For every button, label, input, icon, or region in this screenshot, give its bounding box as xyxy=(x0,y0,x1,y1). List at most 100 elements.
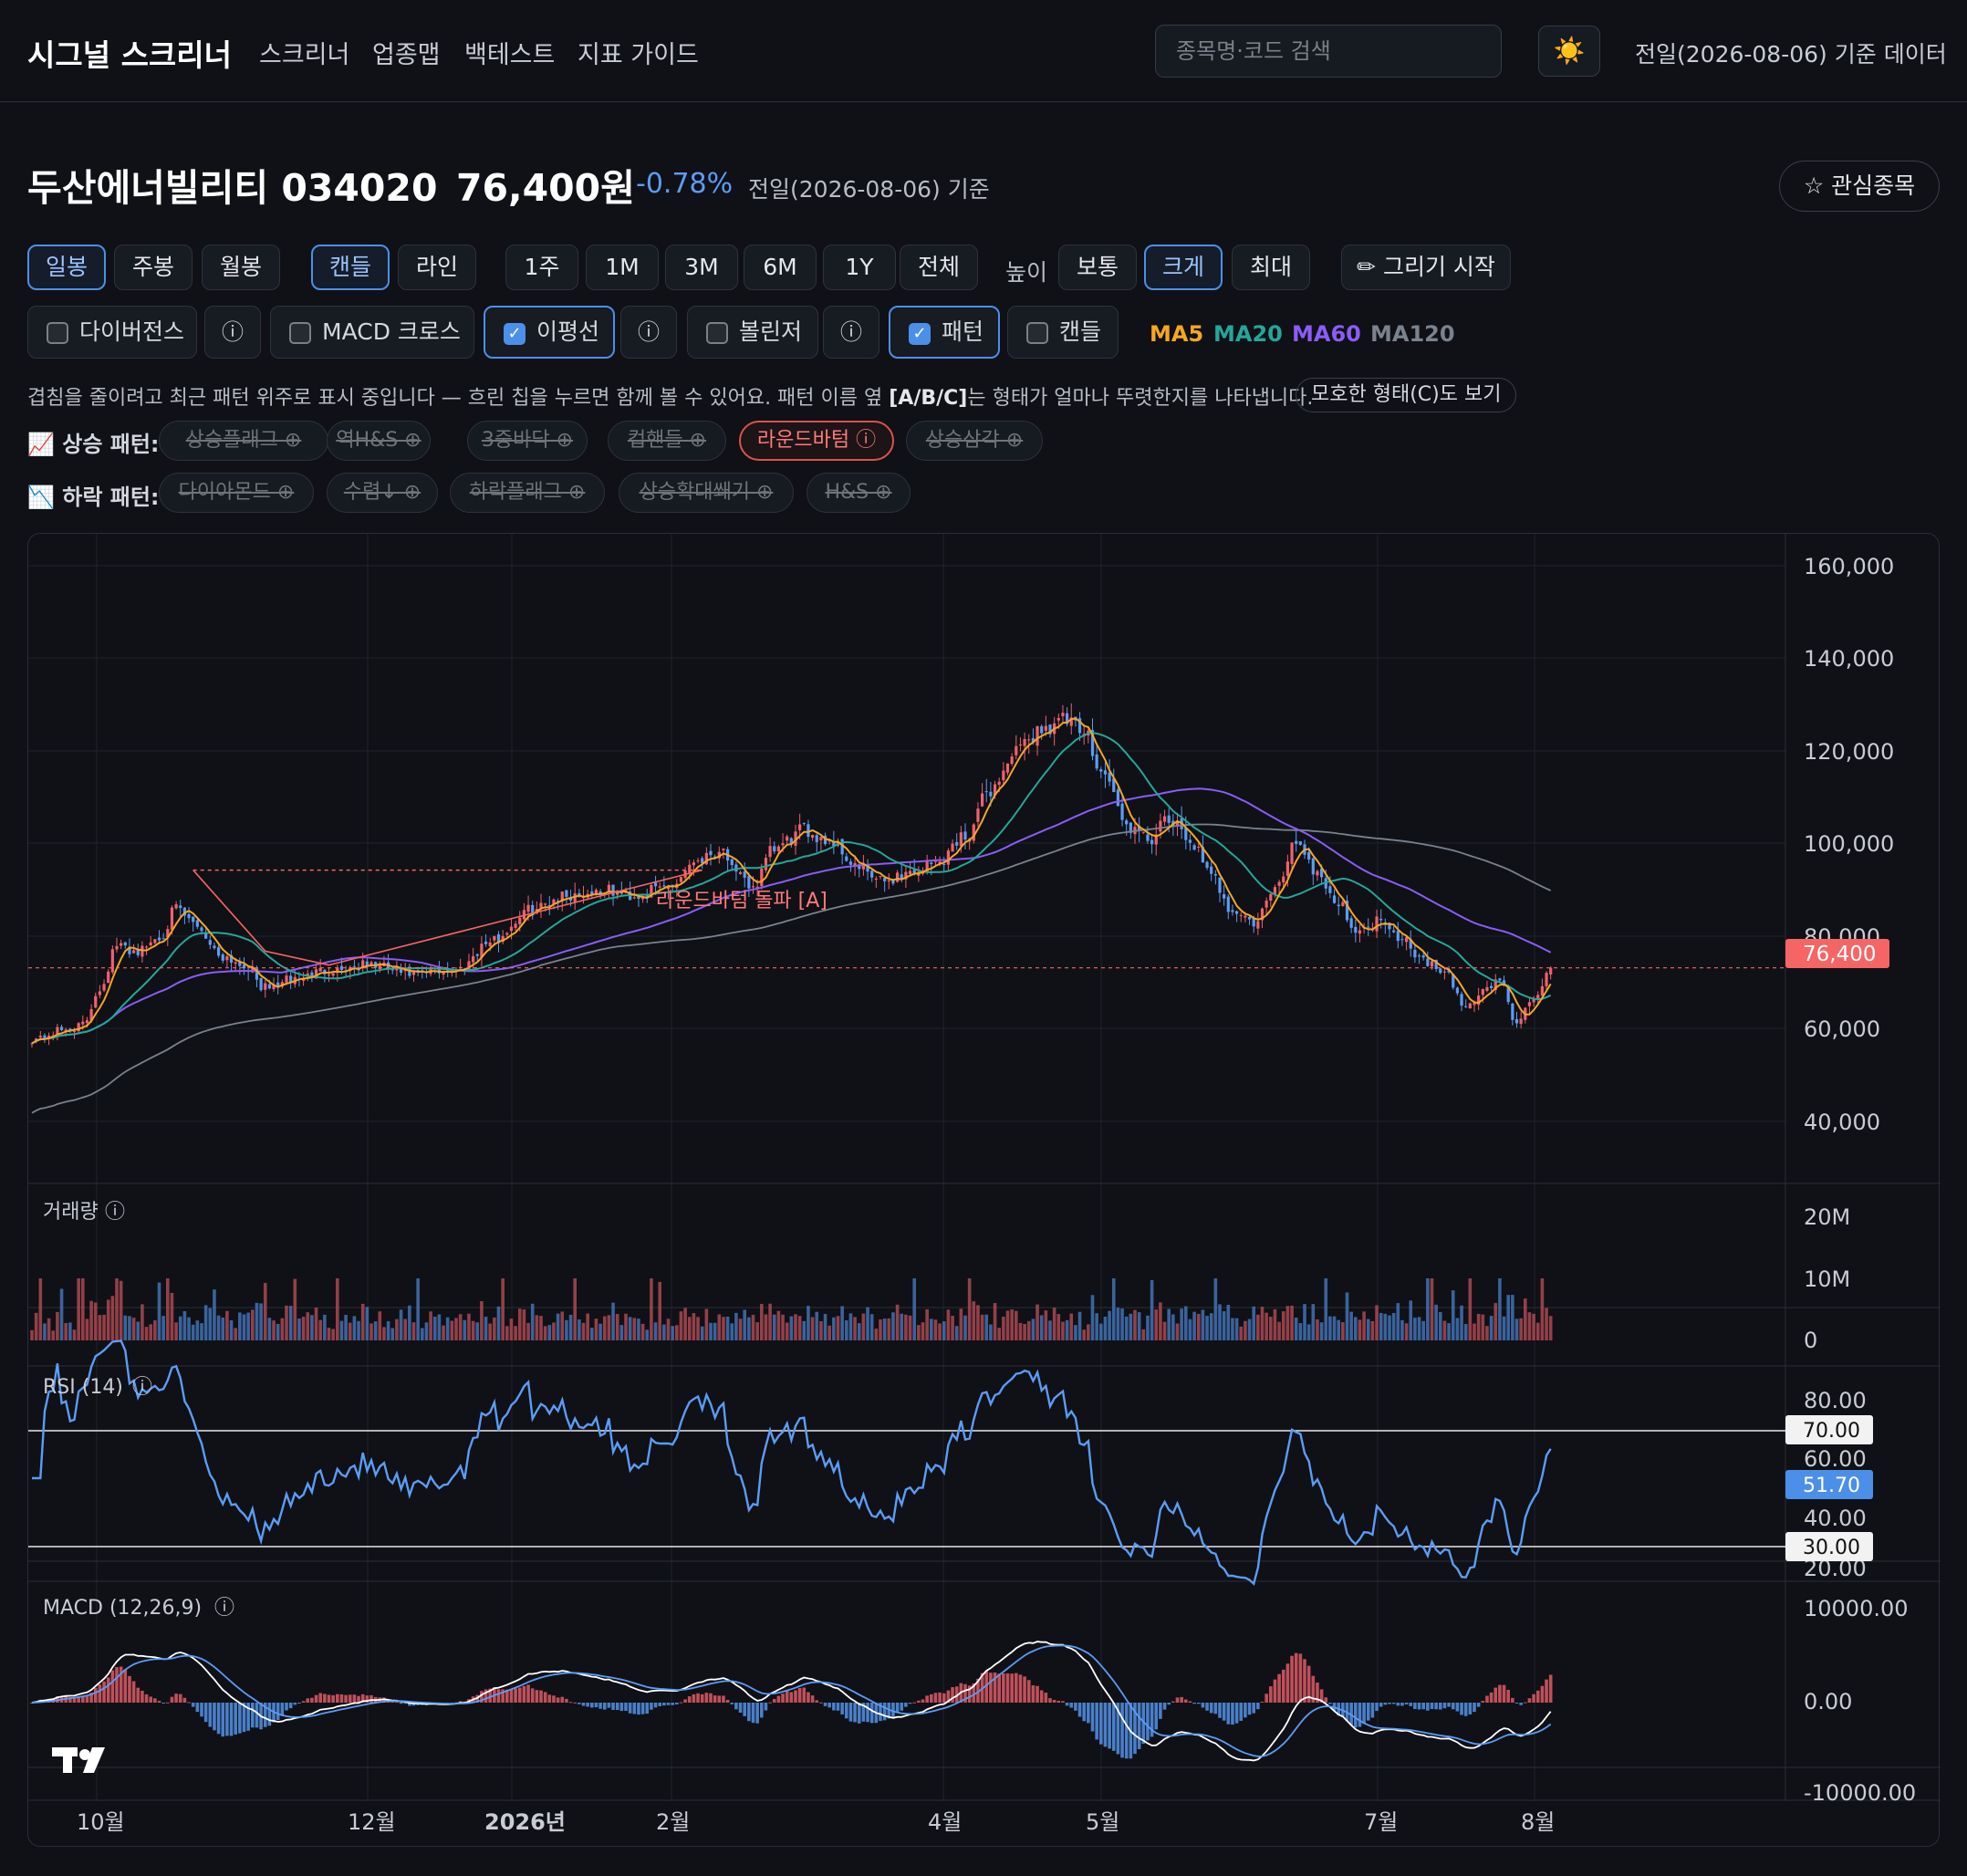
volume-bar xyxy=(984,1314,989,1340)
volume-bar xyxy=(276,1323,280,1340)
macd-histogram-bar xyxy=(581,1703,586,1706)
pattern-chip-bull-flag[interactable]: 상승플래그 ⊕ xyxy=(159,421,328,461)
candle-body xyxy=(369,962,373,965)
range-1w-button[interactable]: 1주 xyxy=(505,245,578,290)
macd-histogram-bar xyxy=(331,1694,335,1703)
macd-histogram-bar xyxy=(637,1703,640,1715)
macd-histogram-bar xyxy=(1196,1703,1201,1704)
candle-body xyxy=(1405,937,1409,943)
volume-bar xyxy=(225,1310,229,1340)
price-axis-tick: 100,000 xyxy=(1804,831,1894,857)
pattern-chip-ascending-triangle[interactable]: 상승삼각 ⊕ xyxy=(906,421,1043,461)
candle-body xyxy=(1095,754,1098,769)
range-3m-button[interactable]: 3M xyxy=(665,245,738,290)
toggle-candle[interactable]: 캔들 xyxy=(1007,306,1119,359)
volume-bar xyxy=(1231,1318,1234,1340)
pattern-chip-diamond[interactable]: 다이아몬드 ⊕ xyxy=(159,473,314,513)
chart-canvas[interactable]: 160,000 140,000 120,000 100,000 80,000 6… xyxy=(28,534,1941,1848)
volume-bar xyxy=(352,1316,357,1340)
nav-link-screener[interactable]: 스크리너 xyxy=(259,41,350,69)
pattern-chip-rising-wedge[interactable]: 상승확대쐐기 ⊕ xyxy=(619,473,794,513)
height-normal-button[interactable]: 보통 xyxy=(1058,245,1137,290)
macd-histogram-bar xyxy=(1133,1703,1137,1755)
pattern-chip-cup-handle[interactable]: 컵핸들 ⊕ xyxy=(608,421,726,461)
candle-body xyxy=(861,862,865,870)
nav-link-indicator-guide[interactable]: 지표 가이드 xyxy=(578,41,699,69)
checkbox-checked-icon: ✓ xyxy=(909,323,931,345)
pattern-chip-bear-flag[interactable]: 하락플래그 ⊕ xyxy=(450,473,605,513)
volume-bar xyxy=(1264,1312,1268,1340)
toggle-moving-average[interactable]: ✓ 이평선 xyxy=(484,306,615,359)
volume-bar xyxy=(1442,1320,1447,1340)
range-6m-button[interactable]: 6M xyxy=(744,245,817,290)
moving-average-info-icon[interactable]: ⓘ xyxy=(620,306,677,359)
candle-body xyxy=(1010,756,1014,765)
macd-histogram-bar xyxy=(1150,1703,1154,1737)
pattern-chip-head-shoulders[interactable]: H&S ⊕ xyxy=(807,473,911,513)
period-monthly-button[interactable]: 월봉 xyxy=(202,245,280,290)
candle-body xyxy=(722,849,725,850)
candle-body xyxy=(1077,718,1082,734)
theme-toggle-sun-icon[interactable]: ☀️ xyxy=(1538,26,1600,77)
candle-body xyxy=(959,832,963,847)
candle-body xyxy=(1099,769,1103,772)
search-input[interactable] xyxy=(1155,25,1502,78)
volume-bar xyxy=(704,1308,709,1340)
volume-bar xyxy=(1345,1292,1349,1340)
volume-bar xyxy=(34,1312,38,1340)
candle-body xyxy=(891,879,895,884)
divergence-info-icon[interactable]: ⓘ xyxy=(204,306,261,359)
volume-bar xyxy=(1328,1316,1332,1340)
toggle-pattern[interactable]: ✓ 패턴 xyxy=(889,306,1000,359)
macd-histogram-bar xyxy=(594,1703,598,1708)
macd-histogram-bar xyxy=(1502,1684,1506,1703)
draw-start-button[interactable]: ✏ 그리기 시작 xyxy=(1341,245,1511,290)
rsi-info-icon[interactable]: ⓘ xyxy=(132,1376,152,1399)
macd-histogram-bar xyxy=(1476,1703,1481,1707)
volume-bar xyxy=(424,1322,429,1340)
macd-histogram-bar xyxy=(276,1703,280,1721)
range-all-button[interactable]: 전체 xyxy=(900,245,978,290)
pattern-chip-converging-down[interactable]: 수렴↓ ⊕ xyxy=(327,473,438,513)
macd-histogram-bar xyxy=(848,1703,853,1722)
brand-logo[interactable]: 시그널 스크리너 xyxy=(27,37,233,73)
bollinger-info-icon[interactable]: ⓘ xyxy=(823,306,879,359)
pattern-chip-triple-bottom[interactable]: 3중바닥 ⊕ xyxy=(467,421,588,461)
range-1m-button[interactable]: 1M xyxy=(586,245,659,290)
candle-body xyxy=(1125,820,1129,825)
period-daily-button[interactable]: 일봉 xyxy=(27,245,106,290)
pattern-chip-rounding-bottom[interactable]: 라운드바텀 ⓘ xyxy=(739,421,894,461)
volume-bar xyxy=(1111,1278,1116,1340)
candle-body xyxy=(1231,910,1234,912)
toggle-macd-cross[interactable]: MACD 크로스 xyxy=(270,306,474,359)
toggle-bollinger[interactable]: 볼린저 xyxy=(687,306,818,359)
chart-type-line-button[interactable]: 라인 xyxy=(398,245,476,290)
show-ambiguous-button[interactable]: 모호한 형태(C)도 보기 xyxy=(1296,378,1517,412)
height-large-button[interactable]: 크게 xyxy=(1144,245,1223,290)
volume-bar xyxy=(339,1320,344,1340)
favorite-button[interactable]: ☆ 관심종목 xyxy=(1779,161,1940,212)
macd-histogram-bar xyxy=(1099,1703,1103,1745)
toggle-divergence[interactable]: 다이버전스 xyxy=(27,306,197,359)
volume-bar xyxy=(323,1314,327,1340)
volume-bar xyxy=(797,1316,802,1340)
nav-link-sector-map[interactable]: 업종맵 xyxy=(372,41,441,69)
height-max-button[interactable]: 최대 xyxy=(1232,245,1310,290)
nav-link-backtest[interactable]: 백테스트 xyxy=(464,41,556,69)
stock-chart[interactable]: 160,000 140,000 120,000 100,000 80,000 6… xyxy=(27,533,1941,1848)
candle-body xyxy=(1150,839,1154,845)
candle-body xyxy=(450,970,453,972)
macd-histogram-bar xyxy=(1463,1703,1468,1716)
candle-body xyxy=(1167,815,1171,823)
volume-bar xyxy=(1260,1307,1264,1340)
candle-body xyxy=(1367,926,1370,928)
pattern-chip-inverse-hs[interactable]: 역H&S ⊕ xyxy=(327,421,431,461)
candle-body xyxy=(946,850,950,865)
macd-info-icon[interactable]: ⓘ xyxy=(214,1597,234,1620)
chart-type-candle-button[interactable]: 캔들 xyxy=(311,245,390,290)
volume-bar xyxy=(140,1304,144,1340)
volume-info-icon[interactable]: ⓘ xyxy=(105,1201,125,1224)
volume-bar xyxy=(1388,1315,1391,1340)
period-weekly-button[interactable]: 주봉 xyxy=(114,245,193,290)
range-1y-button[interactable]: 1Y xyxy=(823,245,896,290)
